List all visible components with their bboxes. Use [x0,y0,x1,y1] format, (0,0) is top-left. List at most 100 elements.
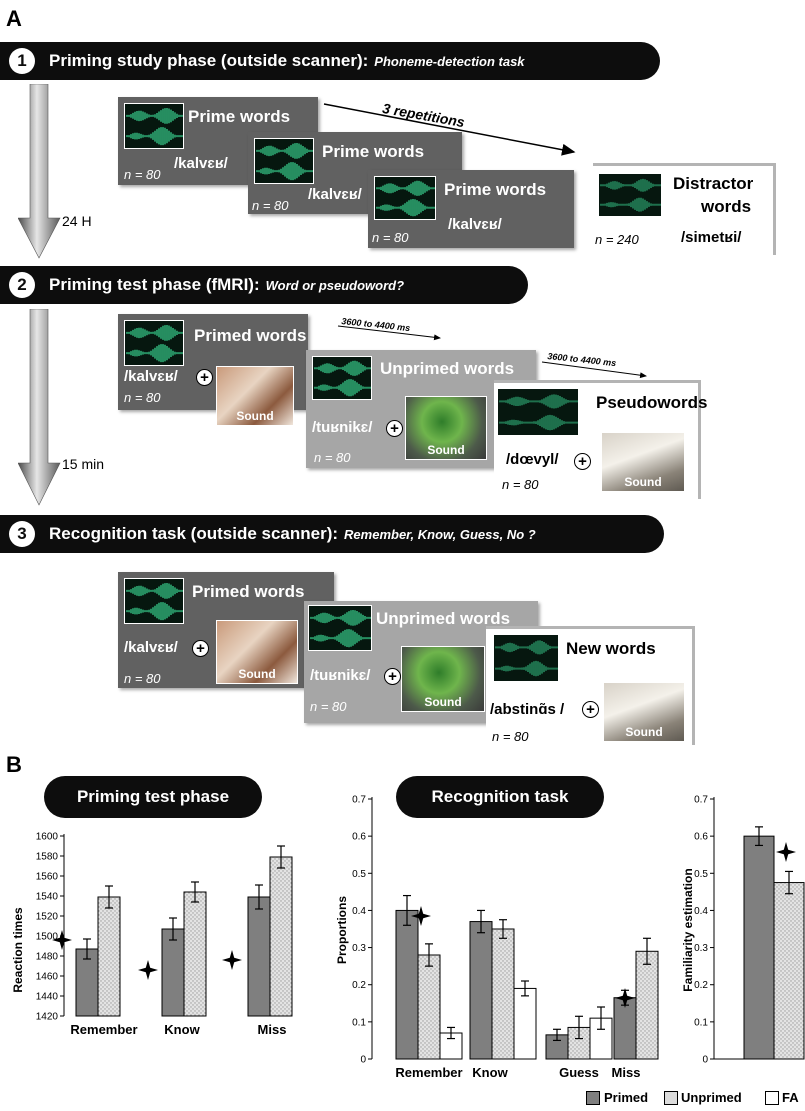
test-card-n: n = 80 [314,450,351,465]
plus-icon: + [386,420,403,437]
legend-primed-swatch [586,1091,600,1105]
y-tick-label: 1460 [36,972,59,983]
distractor-title-line2: words [701,197,752,216]
phase-2-title: Priming test phase (fMRI): [49,275,260,294]
panel-b-label: B [6,752,22,777]
study-card-n: n = 80 [252,198,289,213]
test-card-n: n = 80 [502,477,539,492]
sound-label: Sound [624,475,662,489]
y-tick-label: 1520 [36,912,59,923]
test-card-word: /dœvyl/ [506,451,559,468]
bar-primed [161,928,185,1017]
study-card-title: Prime words [322,142,425,161]
test-card-word: /tuʁnikɛ/ [312,419,373,436]
waveform-trace [495,640,558,655]
waveform-icon [124,320,184,366]
chart-familiarity: 0 0.1 0.2 0.3 0.4 0.5 0.6 0.7 Familiarity estima… [681,795,805,1066]
sound-label: Sound [427,443,465,457]
chart-reaction-times: 1420 1440 1460 1480 1500 1520 1540 1560 1580 1600… [11,832,293,1037]
motorbike-photo: Sound [401,646,485,712]
waveform-trace [314,379,371,397]
waveform-trace [499,394,578,409]
y-tick-label: 0.1 [694,1017,708,1028]
phase-2-number: 2 [9,272,35,298]
y-tick-label: 0.3 [352,943,366,954]
y-tick-label: 1480 [36,952,59,963]
study-card-n: n = 80 [124,167,161,182]
study-card-word: /kalvɛʁ/ [174,155,228,172]
x-category-label: Miss [612,1065,641,1080]
recog-card-new: New words /abstinɑ̃s / + Sound n = 80 [486,626,695,745]
recog-card-unprimed: Unprimed words /tuʁnikɛ/ + Sound n = 80 [304,601,538,723]
study-card-word: /kalvɛʁ/ [308,186,362,203]
panel-a-label: A [6,6,22,31]
waveform-trace [495,660,558,677]
bar-unprimed [773,882,805,1060]
waveform-trace [126,127,183,146]
y-tick-label: 1540 [36,892,59,903]
phase-3-title: Recognition task (outside scanner): [49,524,339,543]
recog-card-primed: Primed words /kalvɛʁ/ + Sound n = 80 [118,572,334,688]
recog-card-word: /abstinɑ̃s / [490,701,565,718]
x-category-label: Know [472,1065,508,1080]
bar-unprimed [183,891,207,1017]
waveform-icon [599,174,661,216]
study-card-title: Prime words [444,180,547,199]
delay-15min-label: 15 min [62,456,105,472]
phase-2-banner: 2 Priming test phase (fMRI): Word or pse… [0,266,528,304]
chart-proportions: 0 0.1 0.2 0.3 0.4 0.5 0.6 0.7 Proportions Remembe… [335,795,659,1080]
phase-3-number: 3 [9,521,35,547]
legend-fa-swatch [765,1091,779,1105]
y-tick-label: 1580 [36,852,59,863]
waveform-trace [499,414,578,431]
y-tick-label: 0.1 [352,1017,366,1028]
legend-primed-label: Primed [604,1090,649,1105]
bar-primed [469,921,493,1060]
significance-star-icon [776,842,796,862]
y-tick-label: 1600 [36,832,59,843]
phase-1-banner: 1 Priming study phase (outside scanner):… [0,42,660,80]
recog-card-word: /kalvɛʁ/ [124,639,178,656]
sound-label: Sound [424,695,462,709]
motorbike-photo: Sound [405,396,487,460]
significance-star-icon [138,960,158,980]
bar-primed [247,896,271,1017]
study-card-n: n = 80 [372,230,409,245]
study-card-3: Prime words /kalvɛʁ/ n = 80 [368,170,574,248]
bar-unprimed [491,928,515,1060]
recog-card-n: n = 80 [310,699,347,714]
y-axis-label: Familiarity estimation [681,868,695,991]
waveform-icon [308,605,372,651]
x-category-label: Remember [70,1022,137,1037]
recog-card-title: Unprimed words [376,609,511,628]
test-card-title: Pseudowords [596,393,708,412]
y-tick-label: 0 [702,1055,708,1066]
y-tick-label: 1560 [36,872,59,883]
distractor-title-line1: Distractor [673,174,754,193]
waveform-icon [374,176,436,220]
test-card-pseudowords: Pseudowords /dœvyl/ + Sound n = 80 [494,380,707,499]
delay-arrow-24h [18,84,61,259]
plus-icon: + [384,668,401,685]
waveform-icon [124,103,184,149]
chart-2-title: Recognition task [396,776,604,818]
bar-primed [743,835,775,1060]
x-category-label: Miss [258,1022,287,1037]
recog-card-n: n = 80 [124,671,161,686]
recog-card-n: n = 80 [492,729,529,744]
tiger-photo: Sound [602,433,684,491]
waveform-trace [376,180,435,196]
y-tick-label: 1440 [36,992,59,1003]
tiger-photo: Sound [604,683,684,741]
waveform-trace [126,602,183,621]
delay-arrow-15min [18,309,61,506]
plus-icon: + [192,640,209,657]
legend-unprimed-swatch [664,1091,678,1105]
bar-unprimed [635,950,659,1060]
recog-card-word: /tuʁnikɛ/ [310,667,371,684]
waveform-icon [124,578,184,624]
sound-label: Sound [625,725,663,739]
waveform-trace [600,197,661,212]
plus-icon: + [196,369,213,386]
distractor-n: n = 240 [595,232,639,247]
